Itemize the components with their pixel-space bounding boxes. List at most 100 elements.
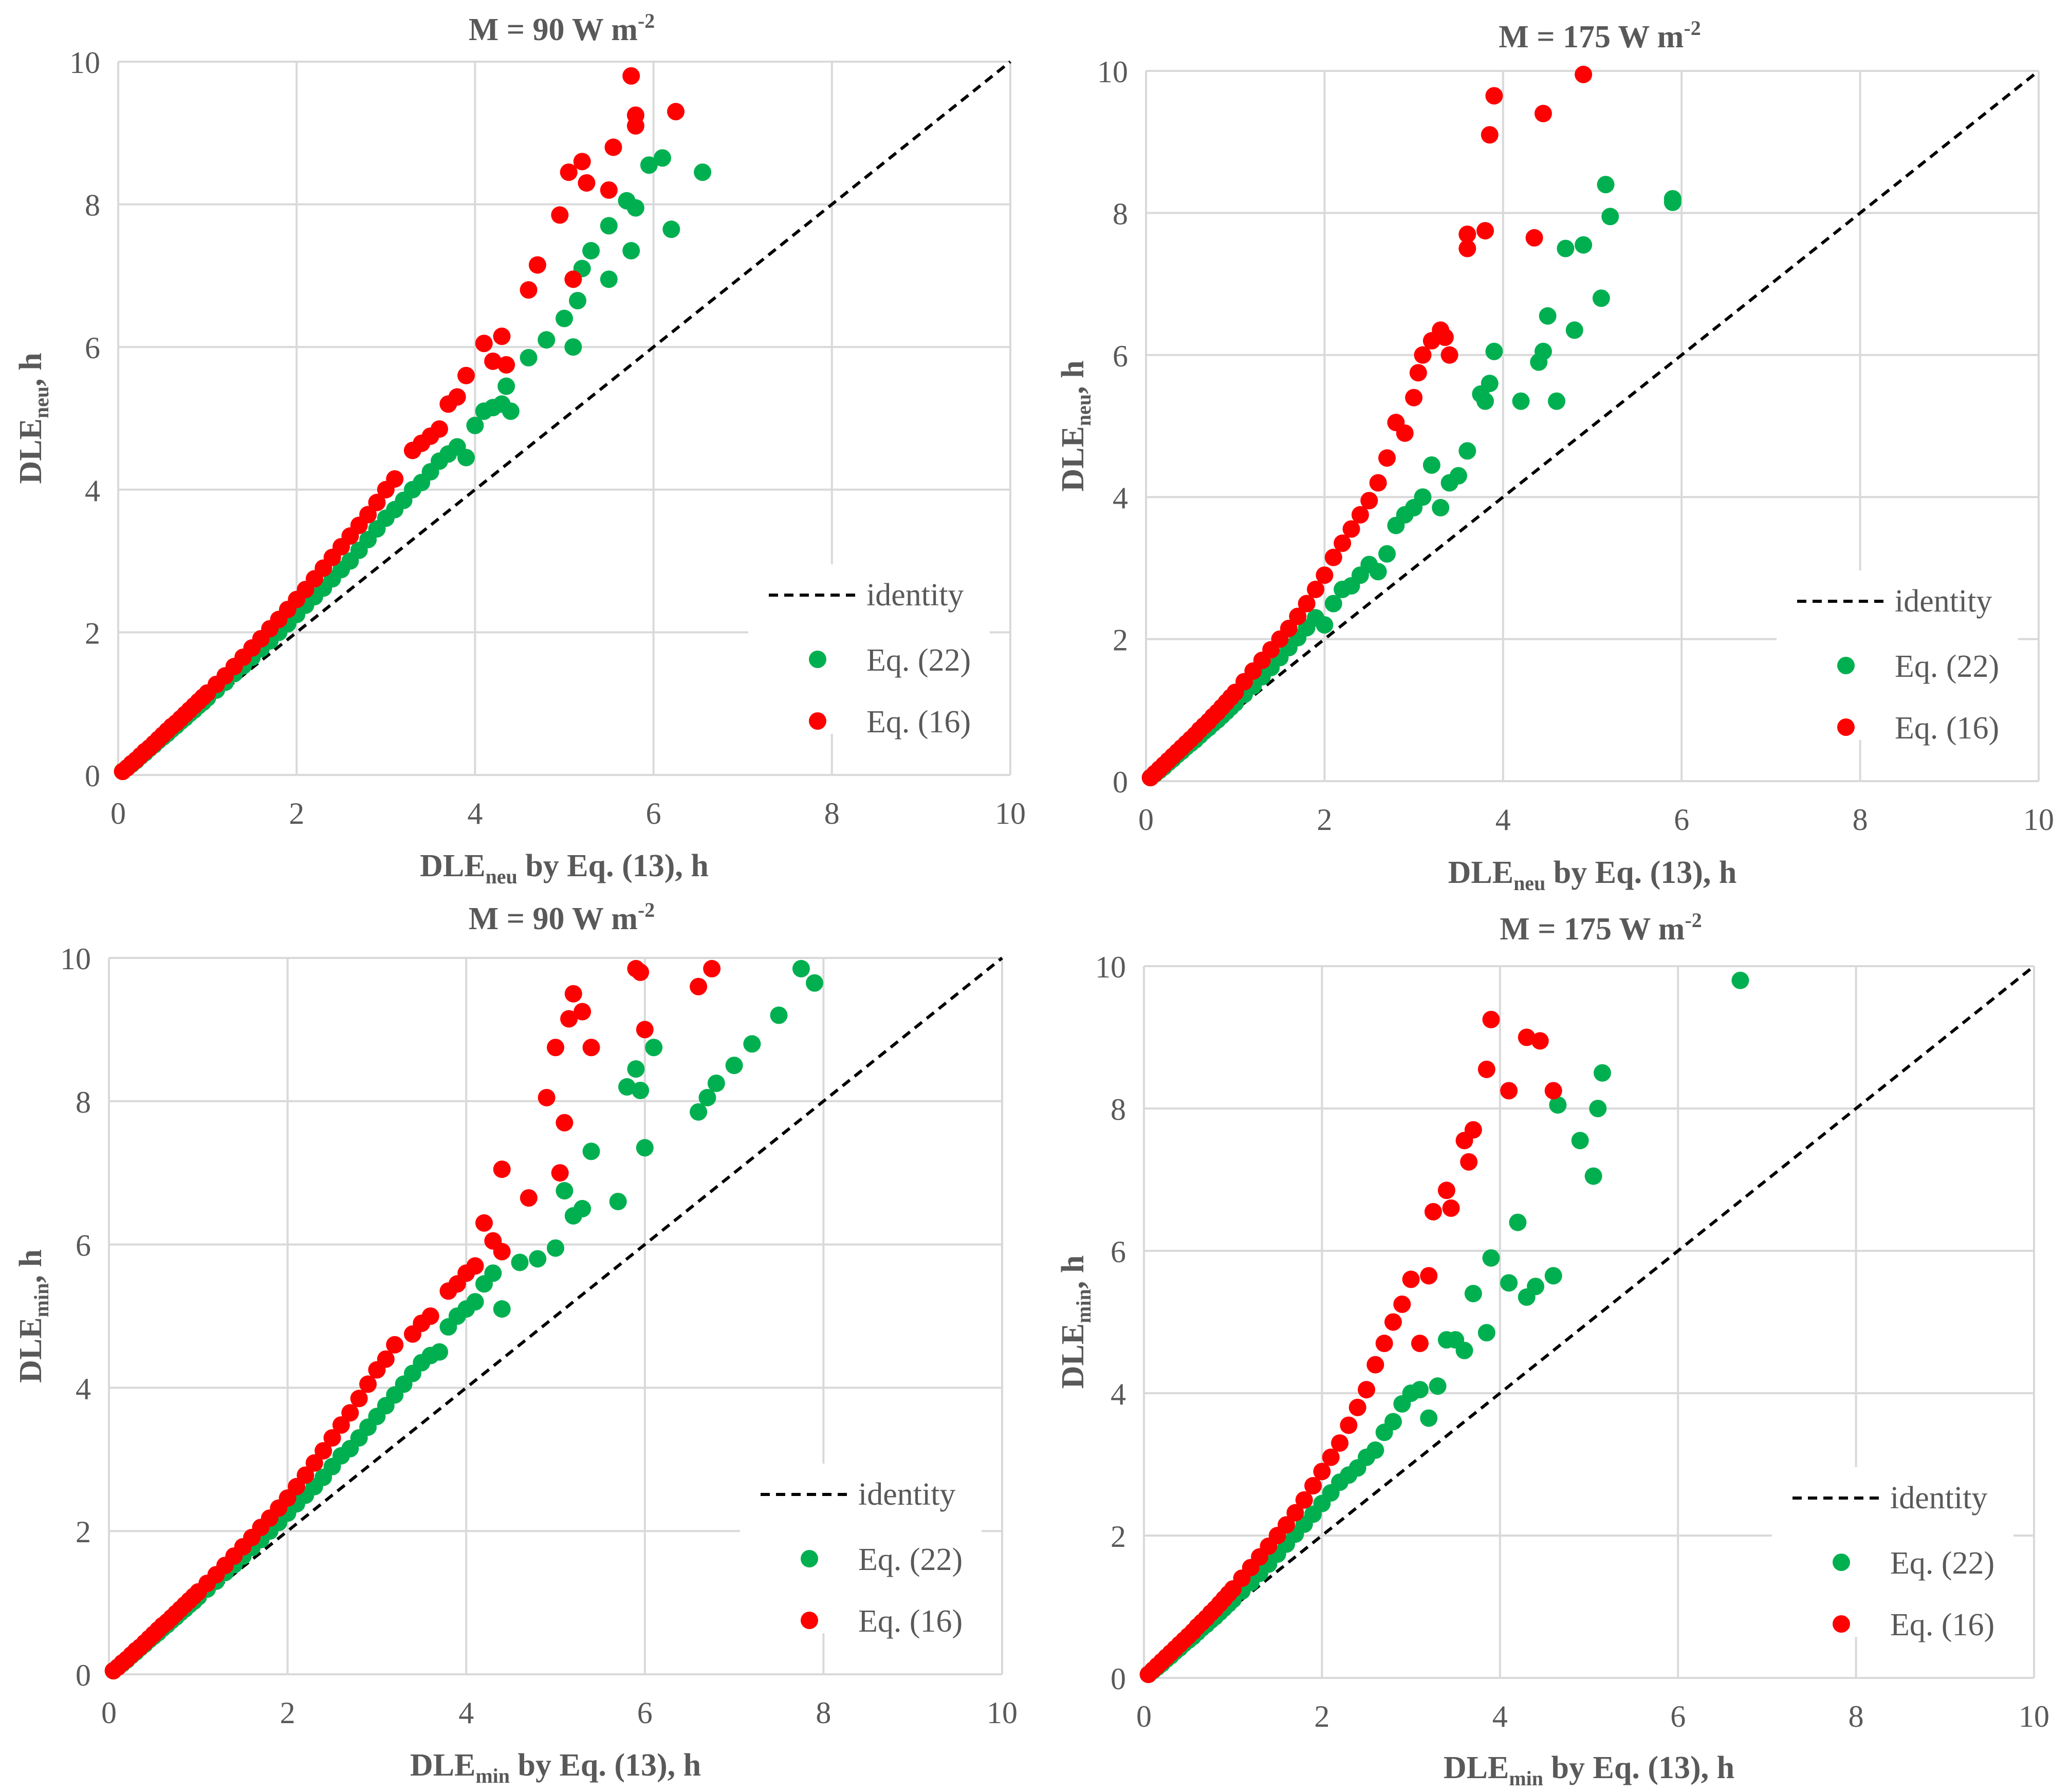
eq16-point [1405,389,1423,407]
eq22-point [497,377,515,395]
eq22-point [520,349,538,367]
eq16-point [493,1160,511,1178]
eq22-point [1597,176,1615,194]
x-tick-label: 6 [1674,803,1689,837]
eq16-point [1458,225,1476,243]
eq22-point [600,217,618,235]
legend-eq22-label: Eq. (22) [866,643,971,678]
x-tick-label: 10 [995,797,1026,830]
eq16-point [332,1416,350,1434]
legend-eq22-label: Eq. (22) [1895,649,1999,684]
eq16-point [1460,1153,1478,1171]
x-tick-label: 2 [1314,1699,1329,1733]
eq22-point [431,1343,449,1361]
eq22-point [1420,1409,1438,1427]
y-tick-label: 10 [1095,950,1126,984]
eq22-point [466,1293,484,1311]
eq16-point [564,985,582,1003]
eq16-point [1324,548,1342,566]
eq22-point [1571,1132,1589,1150]
eq22-point [1449,467,1467,485]
eq22-point [1512,392,1530,410]
eq16-point [574,1003,592,1021]
eq16-point [626,106,644,124]
eq22-point [626,199,644,217]
y-axis-label: DLEneu, h [13,353,53,484]
legend-eq22-marker [809,651,826,668]
eq16-point [1340,1416,1358,1434]
eq16-point [493,1243,511,1261]
eq16-point [667,103,685,121]
eq16-point [1393,1295,1411,1313]
x-axis-label: DLEneu by Eq. (13), h [1448,855,1737,895]
eq16-point [1458,239,1476,257]
x-tick-label: 6 [646,797,661,830]
y-axis-label: DLEneu, h [1056,360,1095,491]
y-tick-label: 10 [60,942,91,976]
chart-panel-4: 0 2 4 6 8 10 0 2 4 6 8 10 M = 175 W m-2 DLEmin by Eq.… [1056,909,2049,1790]
eq22-point [743,1035,761,1053]
legend-eq22-label: Eq. (22) [1890,1546,1994,1581]
eq16-point [578,174,596,192]
eq22-point [694,163,712,181]
eq16-point [1295,1491,1313,1509]
eq16-point [386,1336,404,1354]
eq22-point [466,416,484,434]
eq22-point [806,974,824,992]
eq16-point [1437,1181,1455,1199]
eq22-point [698,1088,716,1106]
eq16-point [703,959,721,977]
eq22-point [725,1057,743,1075]
eq22-point [493,1300,511,1318]
eq16-point [622,67,640,85]
chart-title: M = 90 W m-2 [469,898,655,936]
eq22-point [645,1039,663,1057]
eq16-point [1436,328,1454,346]
eq22-point [1593,1064,1611,1082]
eq16-point [1334,534,1352,552]
eq22-point [1527,1278,1545,1296]
eq22-point [1584,1167,1602,1185]
y-tick-label: 4 [1111,1377,1126,1411]
eq22-point [1731,971,1749,989]
eq16-point [636,1021,654,1039]
eq16-point [528,256,546,274]
x-tick-label: 4 [1495,803,1511,837]
eq22-point [574,1199,592,1217]
legend-identity-label: identity [1890,1481,1987,1516]
eq22-point [707,1074,725,1092]
eq16-point [582,1039,600,1057]
eq16-point [1360,492,1378,510]
eq16-point [377,1350,395,1368]
y-tick-label: 2 [85,616,100,650]
chart-title: M = 175 W m-2 [1499,16,1701,54]
eq16-point [466,1257,484,1275]
eq22-point [1464,1285,1482,1303]
eq16-point [421,1307,439,1325]
y-tick-label: 4 [85,474,100,508]
eq16-point [1411,1335,1429,1353]
eq22-point [582,242,600,260]
eq22-point [1500,1274,1518,1292]
eq16-point [538,1088,556,1106]
eq16-point [430,420,448,438]
legend-eq16-marker [809,712,826,730]
eq22-point [1534,342,1552,360]
eq22-point [622,242,640,260]
eq16-point [1307,580,1325,598]
y-tick-label: 10 [1097,55,1128,89]
chart-panel-2: 0 2 4 6 8 10 0 2 4 6 8 10 M = 175 W m-2 DLEneu by Eq.… [1056,16,2054,895]
eq22-point [1411,1381,1429,1399]
identity-line [117,60,1011,777]
x-tick-label: 8 [1853,803,1868,837]
x-tick-label: 0 [1138,803,1154,837]
eq16-point [1409,364,1427,382]
eq22-point [636,1139,654,1157]
legend-eq16-label: Eq. (16) [858,1604,963,1639]
eq16-point [1575,65,1593,83]
eq16-point [1316,566,1334,584]
x-tick-label: 4 [467,797,483,830]
eq22-point [1432,498,1450,516]
eq16-point [520,281,538,299]
x-tick-label: 10 [2019,1699,2049,1733]
